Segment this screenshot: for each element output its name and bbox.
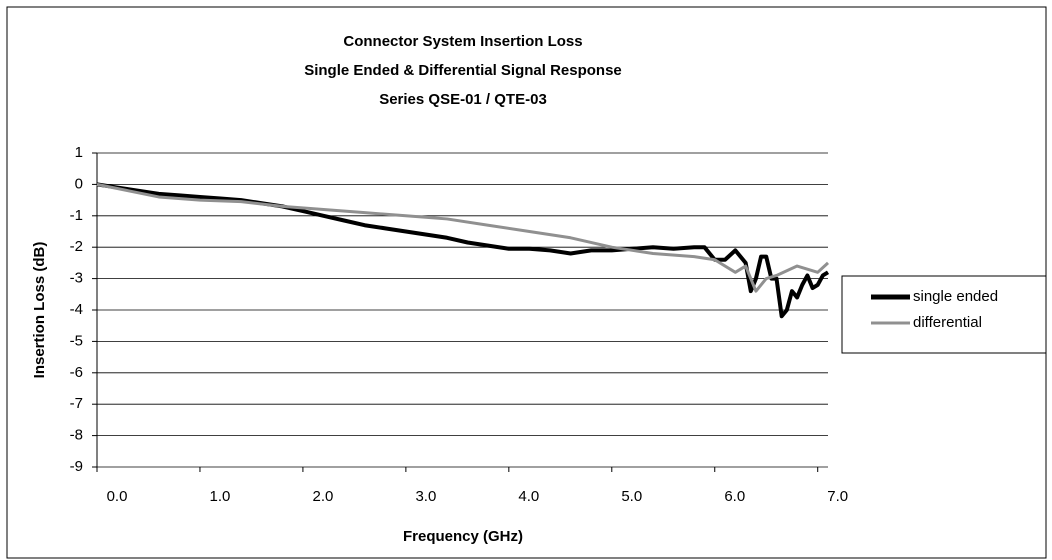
chart-title: Series QSE-01 / QTE-03: [379, 91, 547, 108]
y-tick-label: -8: [70, 427, 83, 444]
chart-title: Single Ended & Differential Signal Respo…: [304, 62, 622, 79]
y-tick-label: -3: [70, 270, 83, 287]
x-tick-label: 0.0: [107, 488, 128, 505]
x-tick-label: 7.0: [827, 488, 848, 505]
legend: [841, 275, 1047, 354]
legend-label: differential: [913, 314, 982, 331]
x-tick-label: 1.0: [210, 488, 231, 505]
data-line: [96, 182, 830, 293]
x-tick-label: 6.0: [724, 488, 745, 505]
chart-title: Connector System Insertion Loss: [343, 33, 582, 50]
y-tick-label: -7: [70, 395, 83, 412]
y-tick-label: -4: [70, 301, 83, 318]
y-tick-label: -9: [70, 458, 83, 475]
y-tick-label: -2: [70, 238, 83, 255]
x-tick-label: 2.0: [312, 488, 333, 505]
x-tick-label: 4.0: [518, 488, 539, 505]
y-axis-label: Insertion Loss (dB): [31, 242, 48, 379]
y-tick-label: -6: [70, 364, 83, 381]
x-tick-label: 5.0: [621, 488, 642, 505]
x-tick-label: 3.0: [415, 488, 436, 505]
y-tick-label: 1: [75, 144, 83, 161]
y-tick-label: -5: [70, 332, 83, 349]
legend-label: single ended: [913, 288, 998, 305]
x-axis-label: Frequency (GHz): [403, 528, 523, 545]
y-tick-label: -1: [70, 207, 83, 224]
y-tick-label: 0: [75, 175, 83, 192]
